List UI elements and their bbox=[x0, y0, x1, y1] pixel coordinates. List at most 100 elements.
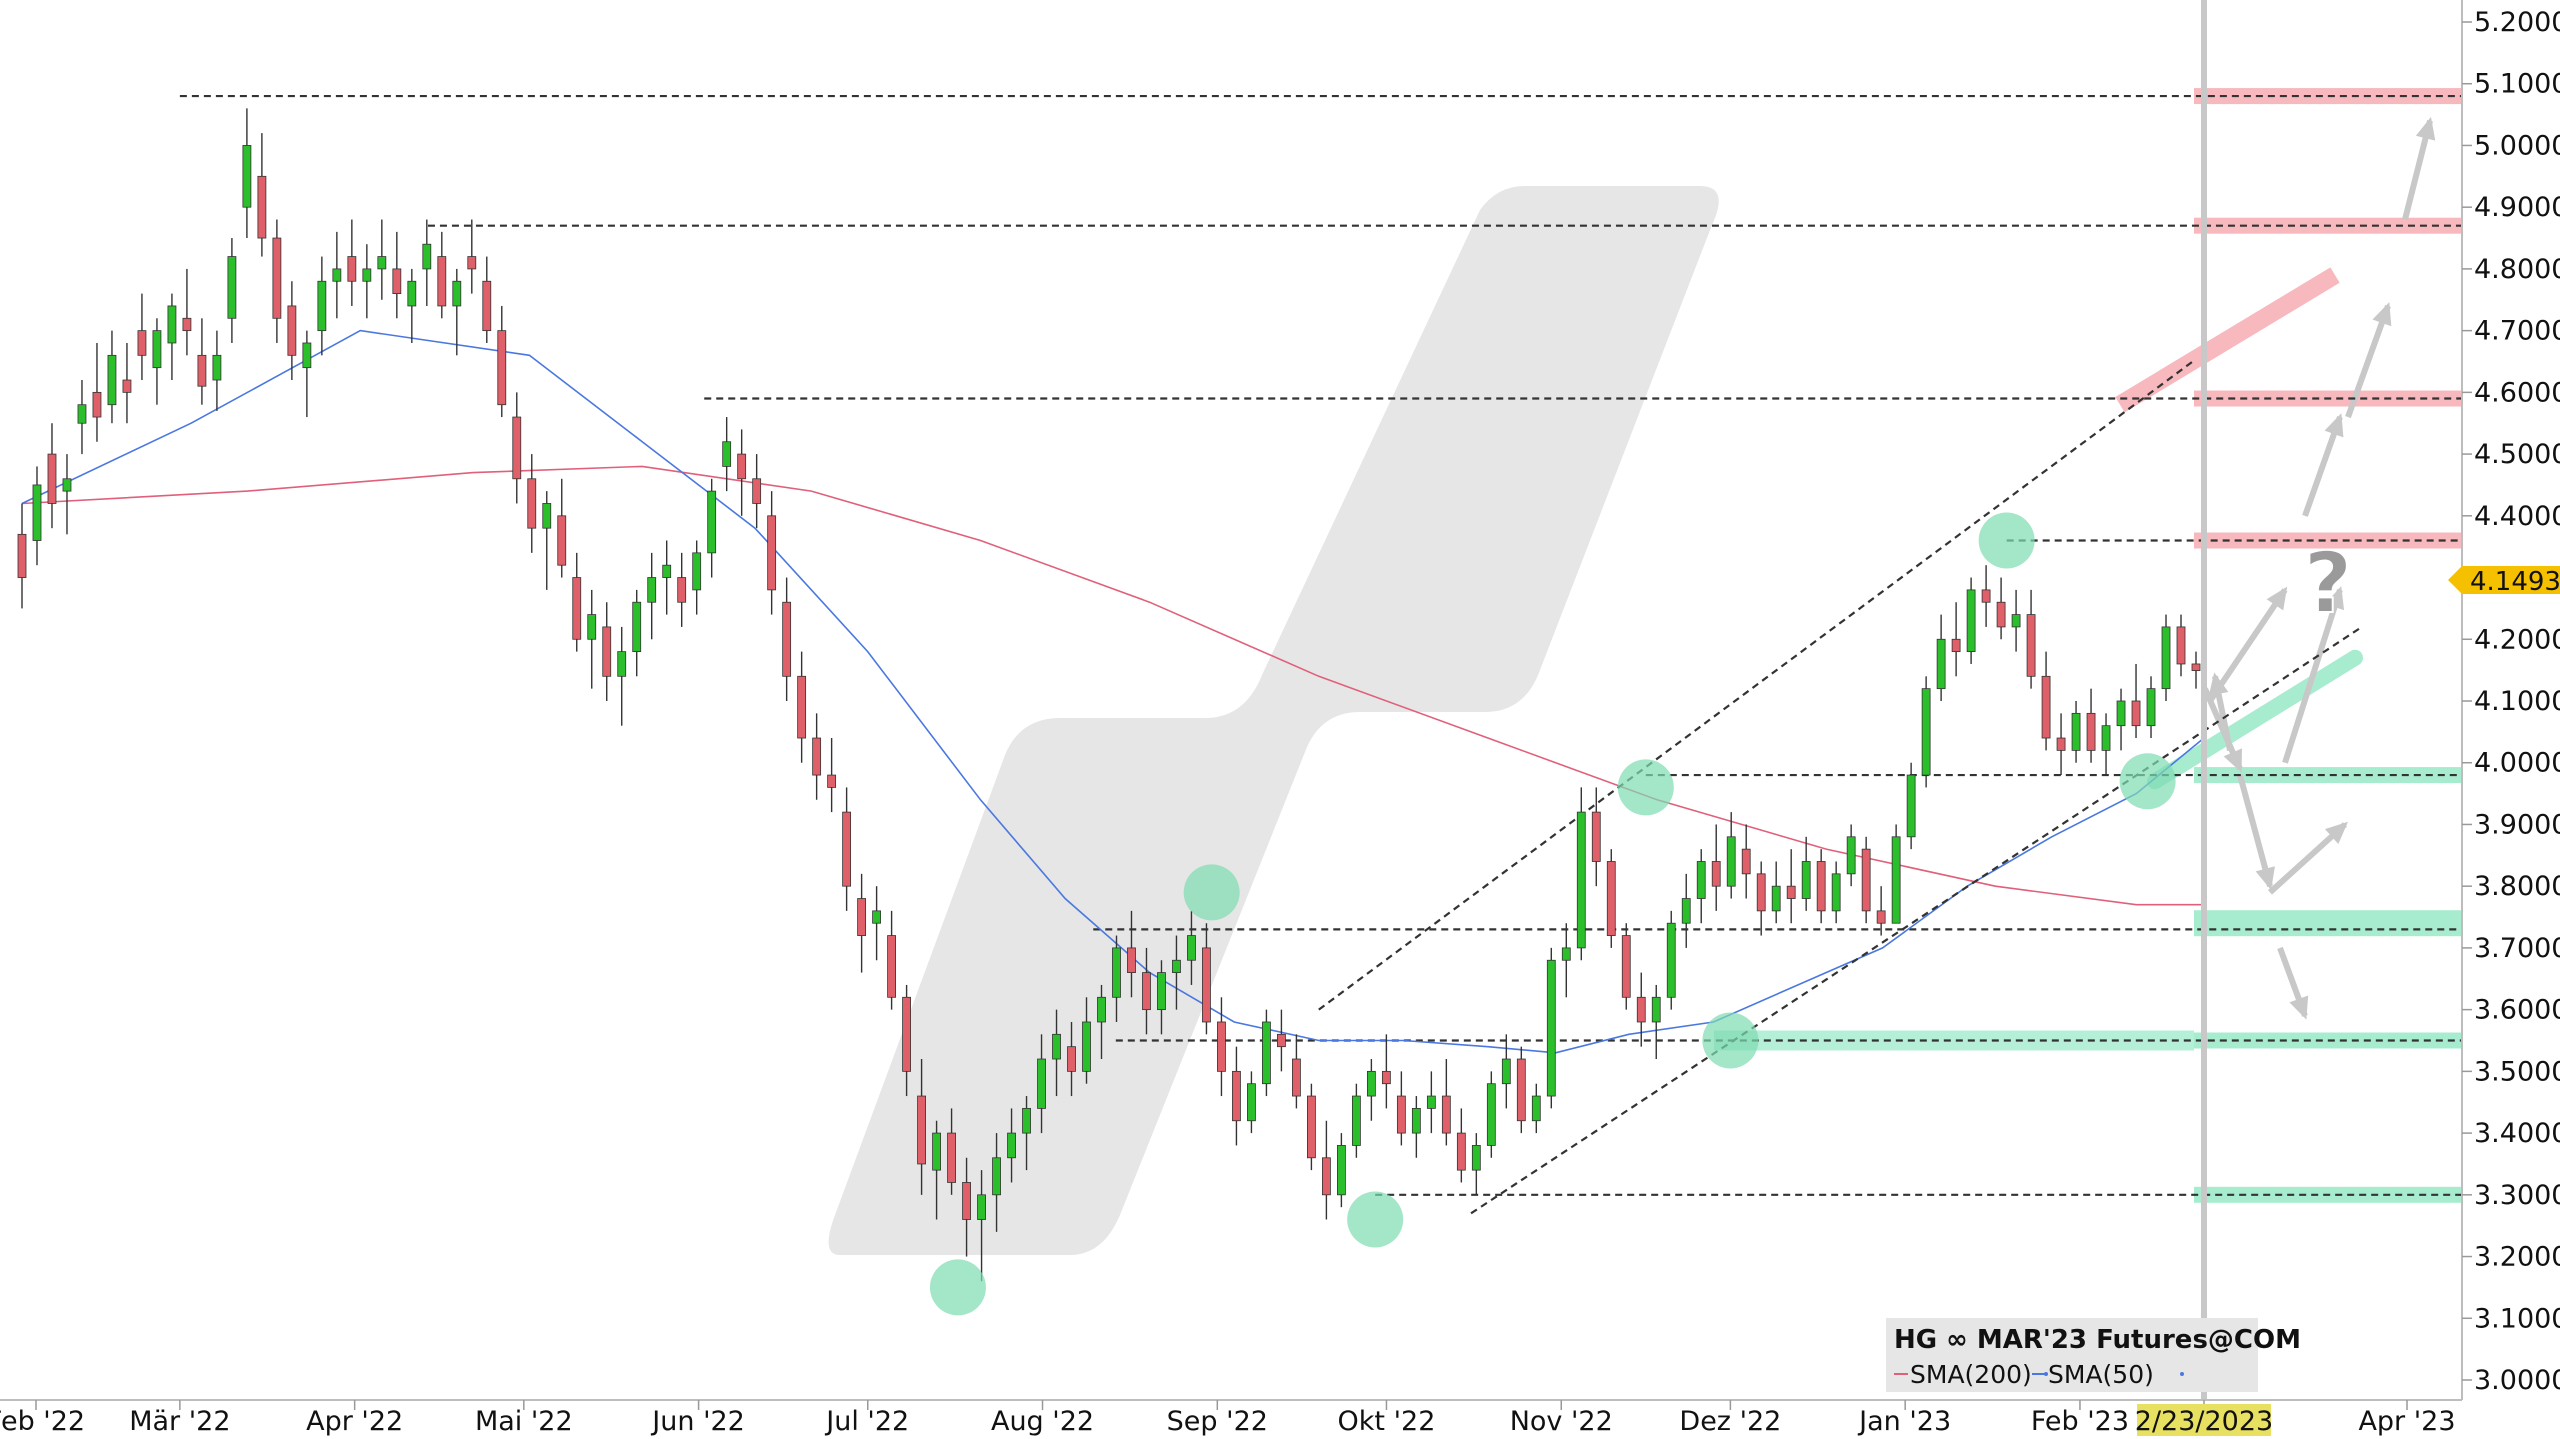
candle-body bbox=[1262, 1021, 1271, 1085]
candlesticks bbox=[17, 108, 2201, 1282]
candle-body bbox=[1921, 688, 1931, 776]
candle-body bbox=[902, 996, 911, 1072]
candle-body bbox=[362, 268, 372, 282]
candle-body bbox=[182, 317, 192, 332]
candle-body bbox=[2176, 626, 2186, 665]
scenario-arrow-head-2 bbox=[2324, 413, 2344, 438]
candle-body bbox=[1217, 1021, 1226, 1072]
scenario-arrow-head-3 bbox=[2372, 302, 2392, 327]
current-price-badge: 4.1493 bbox=[2448, 566, 2560, 597]
date-tick-label: Dez '22 bbox=[1679, 1406, 1781, 1437]
candle-body bbox=[242, 145, 252, 208]
scenario-arrow-head-7 bbox=[2324, 821, 2348, 844]
candle-body bbox=[1981, 589, 1991, 603]
candle-body bbox=[1801, 861, 1811, 899]
price-tick-label: 4.7000 bbox=[2474, 316, 2560, 347]
price-tick-label: 3.6000 bbox=[2474, 995, 2560, 1026]
price-axis: 5.2000 5.1000 5.0000 4.9000 4.8000 4.7000 4.60… bbox=[2462, 7, 2560, 1396]
candle-body bbox=[1232, 1070, 1241, 1122]
candle-body bbox=[1022, 1108, 1031, 1134]
scenario-arrow-6 bbox=[2237, 774, 2273, 887]
candle-body bbox=[977, 1194, 986, 1220]
date-tick-label: Apr '23 bbox=[2358, 1406, 2455, 1437]
candle-body bbox=[47, 453, 57, 504]
candle-body bbox=[167, 305, 177, 344]
date-tick-label: Okt '22 bbox=[1338, 1406, 1436, 1437]
scenario-arrow-head-5 bbox=[2223, 748, 2242, 773]
date-tick-label: Nov '22 bbox=[1510, 1406, 1613, 1437]
candle-body bbox=[32, 484, 42, 541]
candle-body bbox=[197, 354, 207, 387]
price-tick-label: 4.6000 bbox=[2474, 377, 2560, 408]
candle-body bbox=[1771, 885, 1781, 912]
candle-body bbox=[1666, 922, 1676, 998]
price-tick-label: 4.8000 bbox=[2474, 254, 2560, 285]
candle-body bbox=[2041, 675, 2051, 739]
candle-body bbox=[1067, 1046, 1076, 1072]
candle-body bbox=[272, 237, 282, 319]
candle-body bbox=[737, 453, 747, 480]
candle-body bbox=[1711, 861, 1721, 887]
candle-body bbox=[437, 256, 447, 307]
candle-body bbox=[1861, 848, 1871, 912]
candle-body bbox=[1651, 996, 1661, 1023]
candle-body bbox=[2131, 700, 2141, 727]
candle-body bbox=[512, 416, 522, 480]
candle-body bbox=[812, 737, 822, 776]
moving-averages bbox=[21, 329, 2205, 1054]
date-tick-label: Jul '22 bbox=[824, 1406, 909, 1437]
support-zone-extension bbox=[1714, 1030, 2194, 1051]
sma200-line bbox=[21, 465, 2204, 906]
candle-body bbox=[557, 515, 567, 566]
candle-body bbox=[1097, 996, 1106, 1023]
candle-body bbox=[1172, 959, 1181, 973]
candle-body bbox=[332, 268, 342, 282]
candle-body bbox=[1726, 836, 1736, 887]
candle-body bbox=[722, 441, 732, 467]
channel-upper-line bbox=[1318, 360, 2194, 1011]
candle-body bbox=[1741, 848, 1751, 875]
candle-body bbox=[752, 478, 762, 504]
candle-body bbox=[302, 342, 312, 369]
candle-body bbox=[2101, 725, 2111, 751]
candle-body bbox=[1576, 811, 1586, 949]
question-mark: ? bbox=[2304, 534, 2353, 632]
candle-body bbox=[1546, 959, 1556, 1097]
candle-body bbox=[1247, 1083, 1256, 1122]
legend-sma50-label: SMA(50) bbox=[2048, 1360, 2154, 1389]
horizontal-levels bbox=[179, 94, 2462, 1196]
candle-body bbox=[422, 243, 432, 270]
candle-body bbox=[317, 280, 327, 332]
price-tick-label: 4.9000 bbox=[2474, 192, 2560, 223]
candle-body bbox=[857, 898, 867, 936]
date-tick-label: 2/23/2023 bbox=[2135, 1406, 2273, 1437]
candle-body bbox=[1621, 935, 1631, 998]
candle-body bbox=[1831, 873, 1841, 912]
candle-body bbox=[122, 379, 132, 393]
price-tick-label: 4.2000 bbox=[2474, 624, 2560, 655]
legend-background bbox=[1886, 1318, 2258, 1392]
candle-body bbox=[2056, 737, 2066, 751]
candle-body bbox=[1157, 972, 1166, 1011]
candle-body bbox=[1052, 1033, 1061, 1060]
candle-body bbox=[767, 515, 777, 591]
resistance-zone bbox=[2194, 532, 2462, 549]
scenario-arrow-head-0 bbox=[2266, 586, 2288, 611]
scenario-arrow-head-4 bbox=[2415, 116, 2436, 141]
candle-body bbox=[2026, 614, 2036, 677]
price-tick-label: 3.2000 bbox=[2474, 1242, 2560, 1273]
candle-body bbox=[2116, 700, 2126, 727]
support-zone bbox=[2194, 767, 2462, 784]
candle-body bbox=[1606, 861, 1616, 936]
candle-body bbox=[827, 774, 837, 788]
price-tick-label: 3.9000 bbox=[2474, 809, 2560, 840]
candle-body bbox=[1322, 1157, 1331, 1196]
candle-body bbox=[1891, 836, 1901, 924]
price-tick-label: 5.0000 bbox=[2474, 130, 2560, 161]
current-date-badge bbox=[2137, 1404, 2271, 1436]
scenario-arrow-0 bbox=[2207, 588, 2288, 703]
candle-body bbox=[1351, 1095, 1361, 1146]
date-tick-label: Sep '22 bbox=[1167, 1406, 1268, 1437]
date-tick-label: Jun '22 bbox=[650, 1406, 745, 1437]
